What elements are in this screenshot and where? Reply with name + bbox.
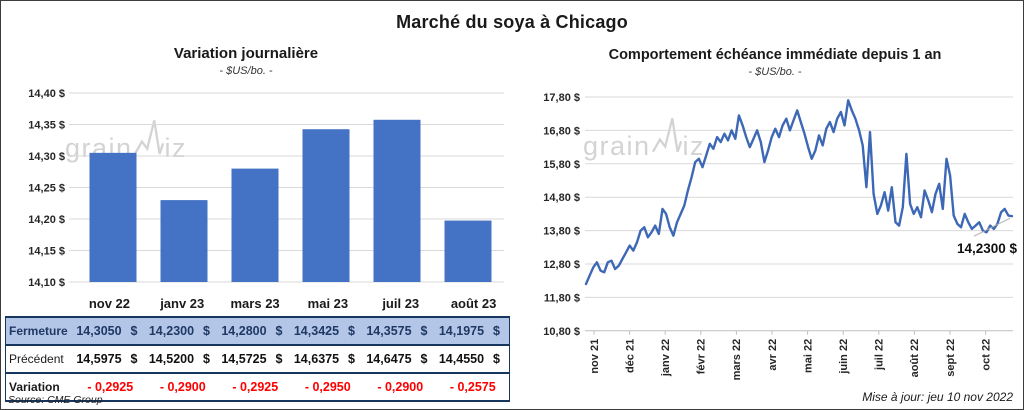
x-tick-label: oct 22	[980, 339, 992, 371]
table-cell: - 0,2925	[87, 380, 134, 394]
table-cell: - 0,2575	[449, 380, 496, 394]
row-label: Fermeture	[9, 324, 68, 338]
price-line	[584, 99, 1014, 286]
table-cell: 14,2300 $	[148, 324, 210, 338]
table-cell: - 0,2900	[159, 380, 206, 394]
bar-mai 23	[302, 129, 350, 282]
y-tick-label: 14,15 $	[28, 246, 65, 258]
table-row-fermeture: Fermeture 14,3050 $ 14,2300 $ 14,2800 $ 14,3425…	[6, 318, 509, 346]
table-row-precedent: Précédent 14,5975 $ 14,5200 $ 14,5725 $ 14,6375…	[6, 346, 509, 374]
x-tick-label: nov 21	[589, 339, 601, 374]
row-label: Précédent	[9, 352, 64, 366]
table-cell: - 0,2950	[304, 380, 351, 394]
month-column-header: juil 23	[382, 295, 420, 311]
table-cell: - 0,2925	[232, 380, 279, 394]
table-cell: 14,6475 $	[366, 352, 428, 366]
table-cell: 14,5200 $	[148, 352, 210, 366]
y-tick-label: 14,40 $	[28, 88, 65, 100]
y-tick-label: 17,80 $	[543, 92, 580, 104]
x-tick-label: mai 22	[802, 339, 814, 373]
month-column-header: janv 23	[160, 295, 205, 311]
y-tick-label: 14,25 $	[28, 183, 65, 195]
bar-chart-subtitle: - $US/bo. -	[219, 65, 273, 77]
month-column-header: mars 23	[230, 295, 280, 311]
bar-juil 23	[373, 119, 421, 283]
y-tick-label: 15,80 $	[543, 159, 580, 171]
watermark-prefix: grain	[583, 131, 651, 161]
month-column-header: mai 23	[307, 295, 349, 311]
source-note: Source: CME Group	[8, 394, 103, 406]
line-chart-subtitle: - $US/bo. -	[748, 66, 802, 78]
table-cell: 14,1975 $	[438, 324, 500, 338]
update-note: Mise à jour: jeu 10 nov 2022	[862, 390, 1013, 404]
table-cell: 14,5975 $	[76, 352, 138, 366]
page-title: Marché du soya à Chicago	[396, 12, 628, 32]
x-tick-label: avr 22	[767, 339, 779, 371]
y-tick-label: 14,35 $	[28, 120, 65, 132]
table-cell: 14,3575 $	[366, 324, 428, 338]
table-cell: 14,3425 $	[293, 324, 355, 338]
x-tick-label: juin 22	[838, 339, 850, 375]
grainwiz-watermark: grain iz	[583, 111, 705, 162]
x-tick-label: août 22	[909, 339, 921, 378]
x-tick-label: mars 22	[731, 339, 743, 381]
bar-août 23	[444, 220, 492, 282]
y-tick-label: 14,80 $	[543, 192, 580, 204]
y-tick-label: 16,80 $	[543, 125, 580, 137]
y-tick-label: 14,20 $	[28, 214, 65, 226]
watermark-suffix: iz	[682, 131, 706, 161]
table-cell: 14,6375 $	[293, 352, 355, 366]
x-tick-label: janv 22	[660, 339, 672, 377]
y-tick-label: 14,30 $	[28, 151, 65, 163]
table-cell: 14,5725 $	[221, 352, 283, 366]
watermark-zigzag-icon	[133, 120, 164, 155]
x-tick-label: févr 22	[696, 339, 708, 374]
y-tick-label: 12,80 $	[543, 259, 580, 271]
table-cell: 14,2800 $	[221, 324, 283, 338]
y-tick-label: 10,80 $	[543, 326, 580, 338]
table-cell: - 0,2900	[377, 380, 424, 394]
bar-mars 23	[231, 168, 279, 282]
bar-chart-svg: 14,40 $ 14,35 $ 14,30 $ 14,25 $ 14,20 $ 14,15…	[28, 88, 504, 289]
last-price-annotation: 14,2300 $	[957, 241, 1018, 256]
bar-nov 22	[89, 152, 137, 282]
line-chart-title: Comportement échéance immédiate depuis 1…	[608, 47, 942, 63]
y-tick-label: 11,80 $	[544, 292, 580, 304]
watermark-zigzag-icon	[651, 118, 682, 153]
table-row-variation: Variation - 0,2925 - 0,2900 - 0,2925 - 0,295…	[6, 374, 509, 400]
line-chart-svg: 17,80 $ 16,80 $ 15,80 $ 14,80 $ 13,80 $ 12,80…	[543, 92, 1018, 381]
table-cell: 14,4550 $	[438, 352, 500, 366]
y-tick-label: 13,80 $	[543, 226, 580, 238]
bar-chart-title: Variation journalière	[173, 45, 319, 62]
y-tick-label: 14,10 $	[28, 277, 65, 289]
x-tick-label: sept 22	[945, 339, 957, 377]
price-table: nov 22 janv 23 mars 23 mai 23 juil 23 août 23…	[5, 290, 510, 402]
table-header-row: nov 22 janv 23 mars 23 mai 23 juil 23 août 23	[5, 290, 510, 316]
month-column-header: nov 22	[88, 295, 130, 311]
x-tick-label: déc 21	[624, 339, 636, 373]
annotation-leader-line	[973, 217, 1011, 237]
table-cell: 14,3050 $	[76, 324, 138, 338]
month-column-header: août 23	[450, 295, 497, 311]
row-label: Variation	[9, 380, 60, 394]
bar-janv 23	[160, 200, 208, 282]
x-tick-label: juil 22	[874, 339, 886, 371]
